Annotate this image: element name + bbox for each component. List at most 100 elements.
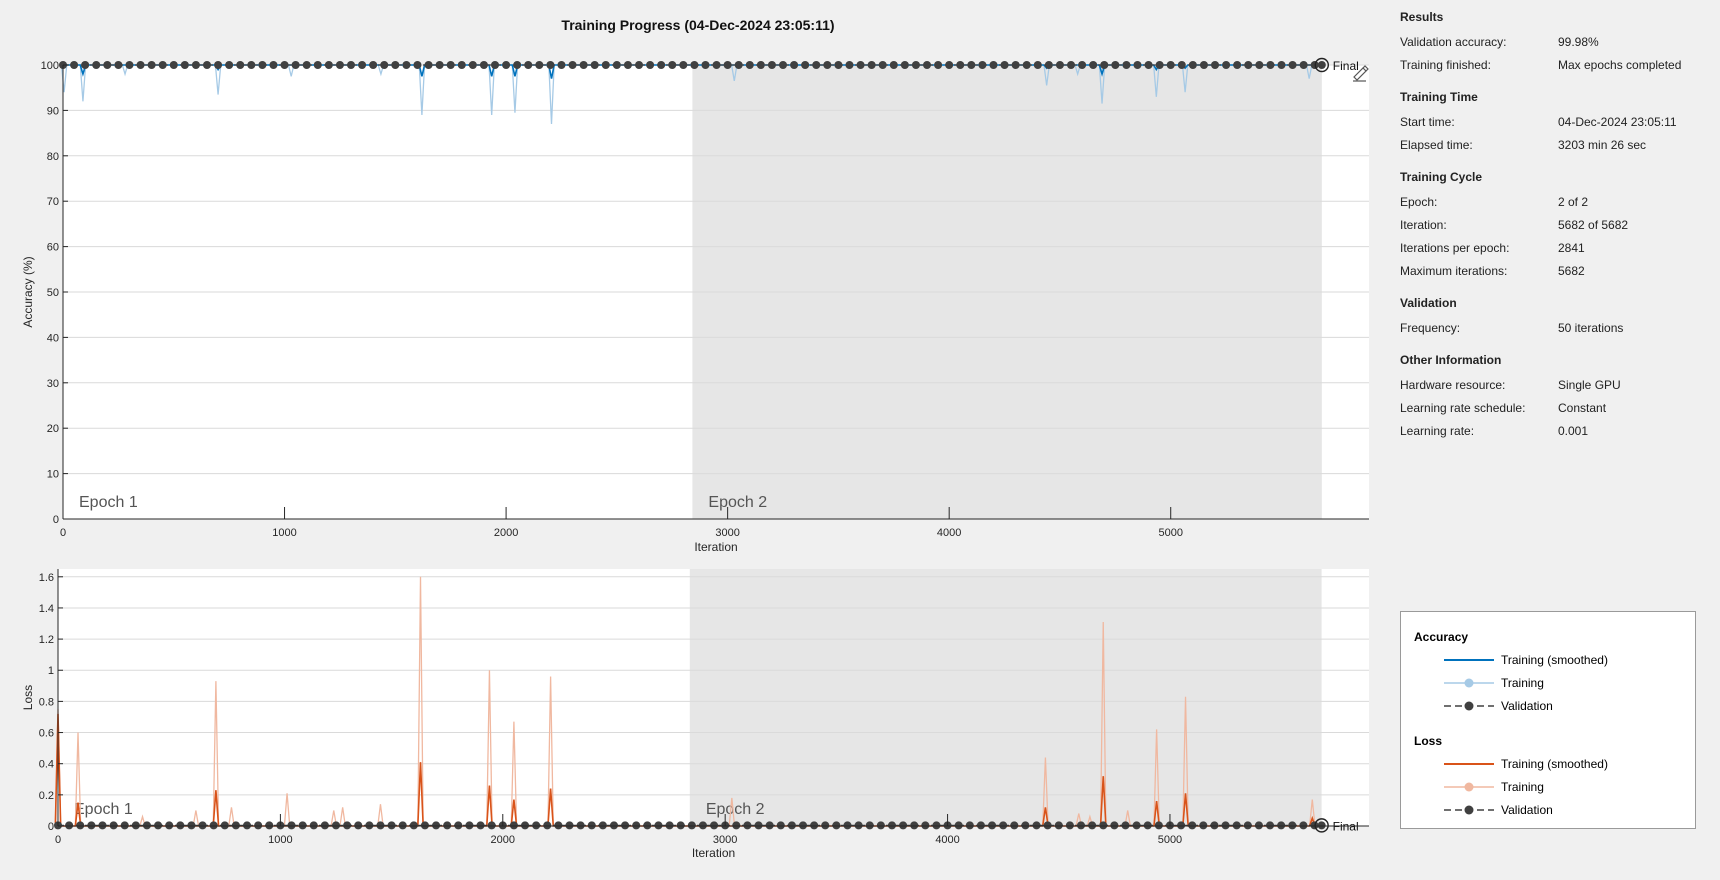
final-label: Final	[1333, 59, 1359, 73]
final-point	[1317, 61, 1326, 69]
legend-group-title: Accuracy	[1414, 630, 1469, 644]
y-tick-label: 1.6	[39, 572, 54, 584]
training-info-panel: Results Validation accuracy: 99.98% Trainin…	[1400, 8, 1700, 442]
validation-point	[1188, 821, 1197, 830]
validation-point	[487, 821, 496, 830]
info-key: Iteration:	[1400, 217, 1447, 232]
x-tick-label: 4000	[935, 834, 959, 846]
validation-point	[676, 821, 685, 830]
validation-point	[1122, 61, 1131, 69]
validation-point	[1033, 61, 1042, 69]
validation-point	[1299, 61, 1308, 69]
validation-point	[845, 61, 854, 69]
info-value: Single GPU	[1558, 377, 1621, 392]
validation-point	[865, 821, 874, 830]
validation-point	[424, 61, 433, 69]
y-tick-label: 80	[47, 151, 59, 163]
validation-point	[142, 821, 151, 830]
validation-point	[989, 61, 998, 69]
validation-point	[568, 61, 577, 69]
validation-point	[358, 61, 367, 69]
validation-point	[690, 61, 699, 69]
validation-point	[198, 821, 207, 830]
validation-point	[446, 61, 455, 69]
y-tick-label: 1.2	[39, 634, 54, 646]
x-tick-label: 3000	[713, 834, 737, 846]
validation-point	[287, 821, 296, 830]
validation-point	[856, 61, 865, 69]
validation-point	[732, 821, 741, 830]
plot-edit-icon[interactable]	[1353, 65, 1369, 82]
validation-point	[125, 61, 134, 69]
y-tick-label: 1	[48, 665, 54, 677]
info-row: Elapsed time: 3203 min 26 sec	[1400, 133, 1700, 156]
validation-point	[214, 61, 223, 69]
validation-point	[956, 61, 965, 69]
validation-point	[203, 61, 212, 69]
legend-item: Training (smoothed)	[1443, 756, 1608, 772]
x-axis-label: Iteration	[694, 540, 737, 554]
legend-item: Training	[1443, 779, 1544, 795]
section-title-training-time: Training Time	[1400, 90, 1478, 104]
validation-point	[834, 61, 843, 69]
y-tick-label: 60	[47, 242, 59, 254]
validation-point	[601, 61, 610, 69]
x-tick-label: 1000	[268, 834, 292, 846]
validation-point	[236, 61, 245, 69]
validation-point	[335, 61, 344, 69]
info-row: Iterations per epoch: 2841	[1400, 236, 1700, 259]
series-training	[60, 64, 1322, 125]
validation-point	[165, 821, 174, 830]
validation-point	[546, 61, 555, 69]
validation-markers	[54, 821, 1319, 830]
validation-point	[435, 61, 444, 69]
info-row: Validation accuracy: 99.98%	[1400, 30, 1700, 53]
info-key: Epoch:	[1400, 194, 1438, 209]
validation-point	[1044, 61, 1053, 69]
validation-point	[376, 821, 385, 830]
validation-point	[999, 821, 1008, 830]
epoch-shade	[689, 569, 1322, 826]
validation-point	[643, 821, 652, 830]
validation-point	[976, 821, 985, 830]
validation-point	[225, 61, 234, 69]
validation-point	[1011, 61, 1020, 69]
validation-point	[1111, 61, 1120, 69]
info-value: 2 of 2	[1558, 194, 1589, 209]
validation-point	[187, 821, 196, 830]
info-row: Maximum iterations: 5682	[1400, 259, 1700, 282]
validation-point	[765, 821, 774, 830]
final-marker	[1314, 57, 1330, 73]
validation-markers	[59, 61, 1319, 69]
legend-item: Validation	[1443, 698, 1553, 714]
validation-point	[158, 61, 167, 69]
validation-point	[1277, 61, 1286, 69]
validation-point	[103, 61, 112, 69]
y-axis-label: Loss	[21, 685, 35, 710]
validation-point	[391, 61, 400, 69]
validation-point	[131, 821, 140, 830]
validation-point	[723, 61, 732, 69]
y-tick-label: 100	[41, 60, 59, 72]
validation-point	[209, 821, 218, 830]
validation-point	[1288, 821, 1297, 830]
validation-point	[354, 821, 363, 830]
validation-point	[734, 61, 743, 69]
validation-point	[402, 61, 411, 69]
info-row: Iteration: 5682 of 5682	[1400, 213, 1700, 236]
validation-point	[867, 61, 876, 69]
validation-point	[887, 821, 896, 830]
validation-point	[331, 821, 340, 830]
validation-point	[1100, 61, 1109, 69]
validation-point	[457, 61, 466, 69]
validation-point	[1199, 61, 1208, 69]
validation-point	[491, 61, 500, 69]
legend-label: Training	[1501, 676, 1544, 690]
epoch-label: Epoch 1	[74, 801, 133, 818]
validation-point	[1110, 821, 1119, 830]
validation-point	[554, 821, 563, 830]
validation-point	[743, 821, 752, 830]
validation-point	[598, 821, 607, 830]
info-value: 04-Dec-2024 23:05:11	[1558, 114, 1677, 129]
validation-point	[1089, 61, 1098, 69]
